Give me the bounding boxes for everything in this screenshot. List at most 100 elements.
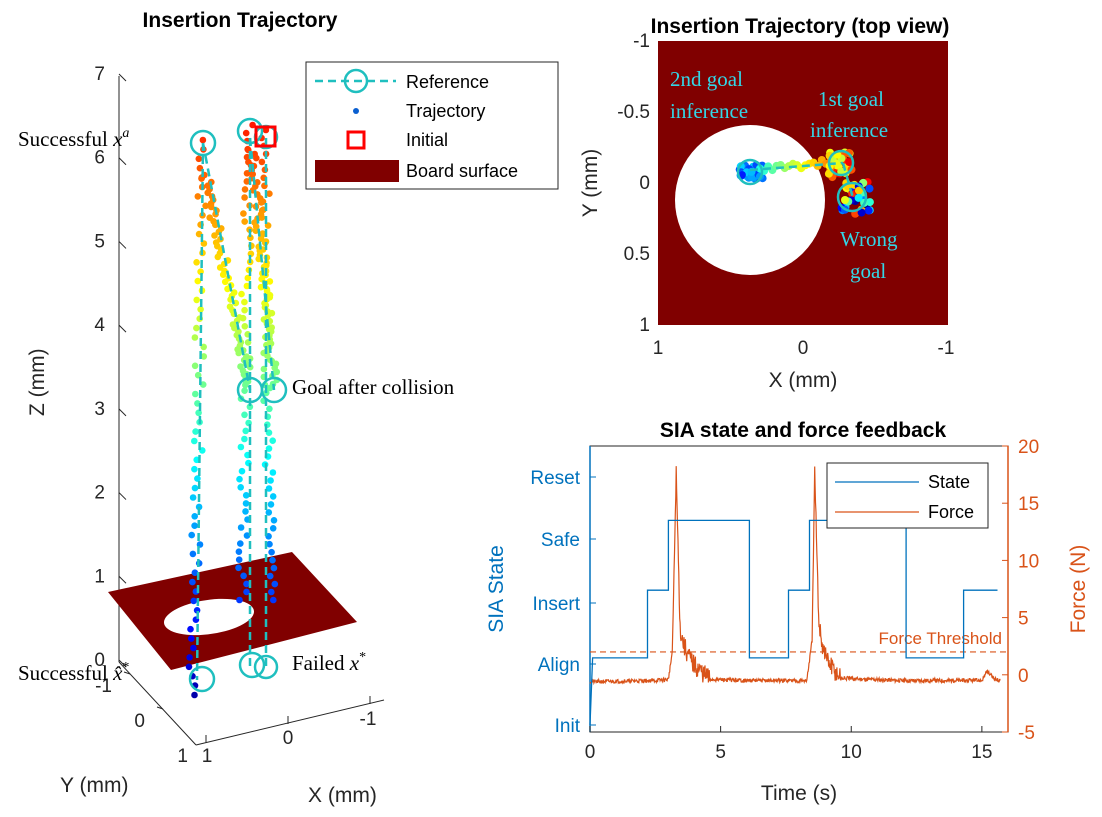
trajectory-point [238, 290, 245, 298]
trajectory-point [235, 548, 243, 555]
top-y-tick: 0 [639, 173, 650, 194]
trajectory-point [273, 368, 281, 376]
trajectory-point [269, 556, 276, 564]
y-tick-mark [156, 706, 164, 710]
trajectory-point [257, 283, 265, 291]
trajectory-point [197, 306, 204, 313]
trajectory-point [191, 465, 198, 473]
trajectory-point [266, 190, 273, 197]
trajectory-point [270, 564, 278, 572]
trajectory-point [191, 362, 199, 370]
trajectory-point [237, 443, 245, 451]
trajectory-point [236, 596, 243, 604]
annotation-2nd-goal: 2nd goal [670, 67, 743, 91]
chart-topview: Insertion Trajectory (top view) 2nd goal… [579, 15, 954, 392]
trajectory-point [191, 513, 198, 520]
trajectory-point [192, 428, 199, 435]
trajectory-point [857, 208, 866, 217]
trajectory-point [246, 403, 254, 411]
z-tick-label: 6 [94, 148, 105, 169]
trajectory-point [854, 193, 863, 202]
time-tick-label: 15 [971, 742, 992, 763]
trajectory-point [266, 384, 274, 392]
y-tick-label: 0 [134, 711, 145, 732]
trajectory-point [249, 121, 256, 129]
z-tick-mark [118, 659, 127, 668]
z-tick-mark [118, 157, 127, 166]
trajectory-point [269, 493, 277, 500]
sia-state-label: SIA State [485, 545, 508, 633]
trajectory-point [270, 517, 278, 524]
trajectory-point [224, 285, 231, 293]
top-y-tick: -1 [633, 31, 650, 52]
trajectory-point [237, 540, 244, 547]
trajectory-point [202, 202, 209, 210]
trajectory-point [195, 155, 203, 163]
annotation-2nd-goal-line2: inference [670, 99, 748, 123]
trajectory-point [243, 532, 251, 539]
trajectory-point [265, 429, 273, 437]
initial-marker [254, 125, 277, 148]
z-tick-label: 5 [94, 231, 105, 252]
trajectory-point [242, 508, 249, 515]
trajectory-point [269, 525, 277, 532]
state-tick-label: Init [555, 716, 581, 737]
trajectory-point [241, 435, 248, 443]
state-tick-label: Safe [541, 530, 580, 551]
force-series [589, 466, 1001, 686]
annotation-successful-xhat: Successful x̂* [18, 660, 129, 685]
trajectory-point [270, 596, 277, 604]
trajectory-point [194, 371, 202, 379]
trajectory-point [269, 437, 277, 445]
trajectory-point [236, 475, 243, 483]
trajectory-point [865, 184, 874, 193]
trajectory-point [191, 334, 199, 341]
annotation-goal: goal [850, 259, 886, 283]
force-tick-label: 5 [1018, 609, 1029, 630]
trajectory-point [245, 158, 252, 166]
z-tick-label: 3 [94, 399, 105, 420]
top-x-tick: -1 [938, 338, 955, 359]
z-tick-mark [118, 408, 127, 417]
trajectory-point [194, 475, 201, 482]
trajectory-point [241, 306, 248, 314]
trajectory-point [258, 158, 266, 166]
trajectory-point [243, 282, 251, 290]
trajectory-point [243, 178, 251, 185]
trajectory-point [268, 548, 275, 556]
reference-circles [188, 117, 288, 693]
force-tick-label: 10 [1018, 551, 1039, 572]
trajectory-point [187, 625, 194, 633]
x-tick-label: 1 [202, 746, 213, 767]
trajectory-point [242, 381, 249, 389]
trajectory-point [864, 206, 873, 215]
top-x-tick: 0 [798, 338, 809, 359]
trajectory-point [188, 531, 195, 539]
trajectory-point [211, 232, 218, 239]
chart-3d: Insertion Trajectory 0 1 2 3 4 5 6 7 -1 0 1 1 0… [18, 9, 559, 807]
trajectory-point [212, 221, 219, 229]
trajectory-point [214, 253, 222, 261]
trajectory-point [244, 274, 252, 282]
reference-top [736, 149, 868, 213]
trajectory-point [241, 411, 248, 419]
trajectory-point [266, 540, 273, 548]
legend-force: Force [928, 502, 974, 522]
z-tick-mark [118, 241, 127, 249]
z-tick-label: 7 [94, 64, 105, 85]
z-tick-mark [118, 575, 127, 584]
z-tick-label: 4 [94, 315, 105, 336]
trajectory-point [191, 522, 198, 529]
trajectory-point [185, 663, 193, 671]
trajectory-point [246, 363, 254, 371]
trajectory-point [193, 296, 200, 304]
trajectory-point [824, 169, 833, 178]
trajectory-point [242, 129, 250, 137]
time-tick-label: 5 [715, 742, 726, 763]
trajectory-point [189, 550, 197, 558]
trajectory-point [241, 186, 249, 193]
y-axis-line [118, 661, 197, 746]
trajectory-point [195, 503, 203, 511]
force-tick-label: -5 [1018, 723, 1035, 744]
trajectory-point [241, 323, 249, 330]
